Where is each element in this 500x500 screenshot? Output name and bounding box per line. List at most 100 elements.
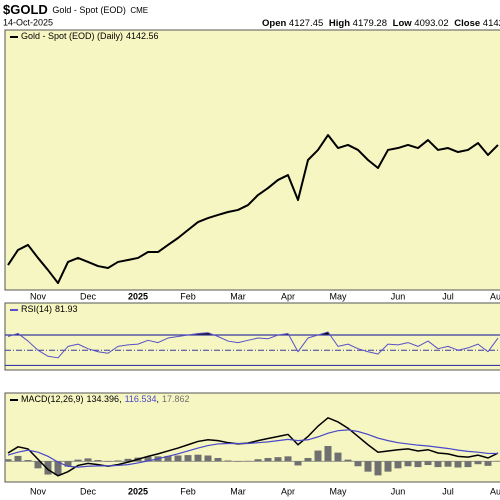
name: Gold - Spot (EOD) <box>52 5 126 15</box>
histogram-bar <box>444 461 452 467</box>
x-tick-label: Jul <box>442 291 454 301</box>
histogram-bar <box>324 445 332 462</box>
quote-label: Close <box>454 18 480 29</box>
exchange: CME <box>130 6 148 15</box>
histogram-bar <box>374 461 382 476</box>
histogram-bar <box>424 461 432 466</box>
histogram-bar <box>474 461 482 465</box>
histogram-bar <box>114 460 122 462</box>
histogram-bar <box>364 461 372 472</box>
legend-sep: , <box>156 394 159 404</box>
histogram-bar <box>4 459 12 462</box>
quote-label: Open <box>262 18 286 29</box>
price-line <box>7 134 499 285</box>
x-tick-label: Apr <box>281 486 295 496</box>
legend: Gold - Spot (EOD) (Daily) 4142.56 <box>21 31 159 41</box>
histogram-bar <box>354 461 362 467</box>
symbol: $GOLD <box>3 2 48 17</box>
x-tick-label: Aug <box>490 291 500 301</box>
histogram-bar <box>304 457 312 462</box>
histogram-bar <box>414 461 422 468</box>
x-tick-label: Jun <box>391 291 406 301</box>
histogram-bar <box>274 457 282 462</box>
histogram-bar <box>34 461 42 469</box>
quote-value: 4142.56 <box>483 18 500 29</box>
x-tick-label: Jul <box>442 486 454 496</box>
quote-value: 4127.45 <box>289 18 323 29</box>
histogram-bar <box>344 459 352 462</box>
x-tick-label: 2025 <box>128 486 148 496</box>
legend-value: 81.93 <box>55 304 78 314</box>
histogram-bar <box>144 456 152 462</box>
legend-value: 116.534 <box>125 394 157 404</box>
quote-value: 4093.02 <box>414 18 448 29</box>
legend: MACD(12,26,9) 134.396, 116.534, 17.862 <box>21 394 190 404</box>
histogram-bar <box>404 461 412 467</box>
histogram-bar <box>64 461 72 467</box>
date: 14-Oct-2025 <box>3 17 53 27</box>
x-tick-label: Dec <box>80 291 97 301</box>
histogram-bar <box>224 460 232 462</box>
histogram-bar <box>214 457 222 462</box>
header-line: $GOLD Gold - Spot (EOD) CME <box>3 2 148 17</box>
histogram-bar <box>254 459 262 462</box>
histogram-bar <box>284 456 292 462</box>
histogram-bar <box>174 455 182 462</box>
legend-value: 134.396 <box>87 394 120 404</box>
x-tick-label: Dec <box>80 486 97 496</box>
quote-label: Low <box>393 18 413 29</box>
histogram-bar <box>124 458 132 462</box>
panel: Gold - Spot (EOD) (Daily) 4142.56 <box>4 29 500 291</box>
x-tick-label: Feb <box>180 291 196 301</box>
histogram-bar <box>74 459 82 462</box>
x-tick-label: 2025 <box>128 291 148 301</box>
histogram-bar <box>384 461 392 472</box>
histogram-bar <box>464 461 472 468</box>
x-tick-label: Jun <box>391 486 406 496</box>
price-line <box>7 331 499 359</box>
quote-label: High <box>329 18 350 29</box>
histogram-bar <box>94 460 102 462</box>
legend-sep: , <box>119 394 122 404</box>
x-tick-label: Mar <box>230 486 246 496</box>
histogram-bar <box>164 455 172 462</box>
legend-label: MACD(12,26,9) <box>21 394 84 404</box>
quote-value: 4179.28 <box>353 18 387 29</box>
macd-line <box>7 429 498 468</box>
histogram-bar <box>264 457 272 462</box>
quote: Open 4127.45 High 4179.28 Low 4093.02 Cl… <box>262 18 500 29</box>
histogram-bar <box>54 461 62 475</box>
panel: MACD(12,26,9) 134.396, 116.534, 17.862 <box>4 392 500 483</box>
histogram-bar <box>184 455 192 462</box>
histogram-bar <box>484 461 492 466</box>
histogram-bar <box>24 460 32 462</box>
histogram-bar <box>204 455 212 462</box>
histogram-bar <box>194 454 202 462</box>
macd-line <box>7 416 499 477</box>
panel-bg <box>4 29 500 291</box>
histogram-bar <box>434 461 442 468</box>
legend-value: 4142.56 <box>126 31 159 41</box>
legend: RSI(14) 81.93 <box>21 304 78 314</box>
x-tick-label: May <box>329 486 347 496</box>
histogram-bar <box>44 461 52 475</box>
panel-bg <box>4 392 500 483</box>
x-tick-label: Apr <box>281 291 295 301</box>
panel-bg <box>4 302 500 371</box>
x-tick-label: Feb <box>180 486 196 496</box>
histogram-bar <box>14 455 22 462</box>
x-tick-label: Mar <box>230 291 246 301</box>
x-tick-label: Nov <box>30 291 47 301</box>
histogram-bar <box>454 461 462 468</box>
histogram-bar <box>394 461 402 469</box>
legend-label: RSI(14) <box>21 304 52 314</box>
x-tick-label: Aug <box>490 486 500 496</box>
histogram-bar <box>84 458 92 462</box>
x-tick-label: Nov <box>30 486 47 496</box>
panel: RSI(14) 81.93 <box>4 302 500 371</box>
legend-value: 17.862 <box>162 394 190 404</box>
histogram-bar <box>294 461 302 466</box>
legend-label: Gold - Spot (EOD) (Daily) <box>21 31 123 41</box>
